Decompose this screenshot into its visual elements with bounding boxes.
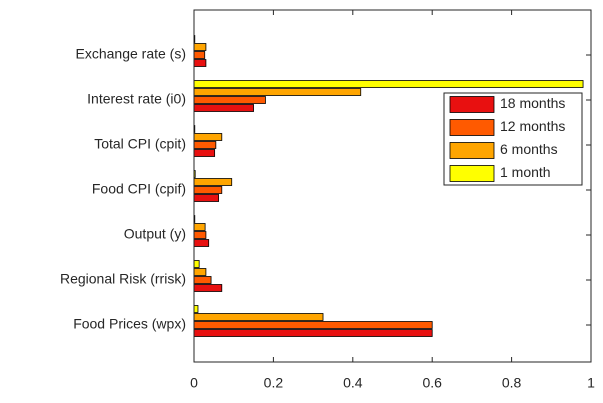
bar (193, 59, 207, 67)
bar (193, 149, 216, 157)
y-tick-label: Food CPI (cpif) (92, 181, 186, 197)
bar (193, 88, 362, 96)
x-tick-label: 0.4 (343, 375, 363, 391)
legend-label: 1 month (500, 164, 551, 180)
bar (193, 178, 233, 186)
bar (193, 284, 223, 292)
legend-swatch (449, 142, 495, 159)
legend-label: 18 months (500, 95, 565, 111)
bar (193, 96, 266, 104)
bar (193, 194, 220, 202)
bar (193, 305, 199, 313)
bar (193, 321, 433, 329)
bar (193, 329, 433, 337)
legend-swatch (449, 96, 495, 113)
bar (193, 276, 212, 284)
legend-swatch (449, 165, 495, 182)
bar (193, 231, 207, 239)
y-tick-label: Total CPI (cpit) (94, 136, 186, 152)
x-tick-label: 0.6 (422, 375, 442, 391)
x-tick-label: 1 (587, 375, 595, 391)
bar (193, 186, 223, 194)
bar (193, 268, 207, 276)
bar (193, 141, 217, 149)
y-tick-label: Output (y) (124, 226, 186, 242)
y-tick-label: Food Prices (wpx) (73, 316, 186, 332)
y-tick-label: Interest rate (i0) (87, 91, 186, 107)
x-tick-label: 0.8 (502, 375, 522, 391)
legend-label: 12 months (500, 118, 565, 134)
bar (193, 80, 584, 88)
y-tick-label: Regional Risk (rrisk) (60, 271, 186, 287)
x-tick-label: 0.2 (264, 375, 284, 391)
bar (193, 313, 324, 321)
bar (193, 239, 210, 247)
bar (193, 104, 254, 112)
plot-area (194, 10, 591, 362)
bar (193, 223, 206, 231)
bar (193, 43, 207, 51)
legend-label: 6 months (500, 141, 558, 157)
bar (193, 260, 200, 268)
bar (193, 133, 223, 141)
bar (193, 51, 206, 59)
legend-swatch (449, 119, 495, 136)
x-tick-label: 0 (190, 375, 198, 391)
y-tick-label: Exchange rate (s) (76, 46, 187, 62)
axes-box (193, 9, 592, 363)
